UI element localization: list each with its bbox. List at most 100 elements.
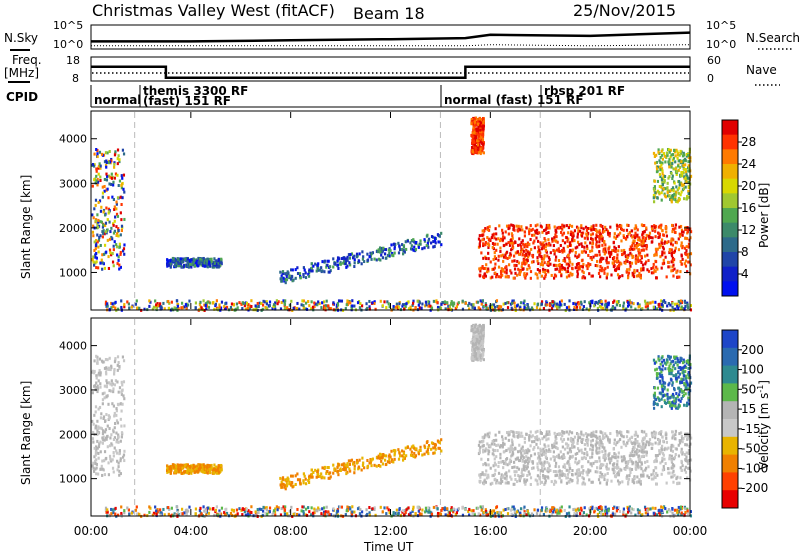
power-cell bbox=[95, 148, 97, 151]
power-cell bbox=[326, 300, 328, 303]
velocity-cell bbox=[531, 467, 533, 470]
power-cell bbox=[591, 225, 593, 228]
power-cell bbox=[393, 243, 395, 246]
velocity-cell bbox=[183, 470, 185, 473]
velocity-cell bbox=[385, 454, 387, 457]
power-cell bbox=[388, 302, 390, 305]
velocity-cell bbox=[108, 473, 110, 476]
power-cell bbox=[604, 267, 606, 270]
velocity-cell bbox=[571, 445, 573, 448]
power-cell bbox=[113, 248, 115, 251]
power-cell bbox=[544, 271, 546, 274]
power-cell bbox=[349, 257, 351, 260]
power-cell bbox=[530, 229, 532, 232]
velocity-cell bbox=[329, 477, 331, 480]
power-cell bbox=[114, 220, 116, 223]
power-cell bbox=[584, 300, 586, 303]
velocity-cell bbox=[187, 464, 189, 467]
velocity-cell bbox=[102, 430, 104, 433]
power-cell bbox=[555, 256, 557, 259]
power-cell bbox=[497, 275, 499, 278]
power-cell bbox=[94, 240, 96, 243]
power-cell bbox=[349, 302, 351, 305]
power-cell bbox=[522, 243, 524, 246]
power-cell bbox=[495, 238, 497, 241]
power-cell bbox=[95, 199, 97, 202]
velocity-cell bbox=[601, 473, 603, 476]
power-cell bbox=[296, 302, 298, 305]
power-cell bbox=[548, 226, 550, 229]
power-cell bbox=[552, 304, 554, 307]
power-cell bbox=[98, 173, 100, 176]
power-cell bbox=[370, 258, 372, 261]
velocity-cell bbox=[498, 472, 500, 475]
velocity-cell bbox=[114, 447, 116, 450]
velocity-cell bbox=[299, 482, 301, 485]
velocity-cell bbox=[508, 431, 510, 434]
power-cell bbox=[562, 239, 564, 242]
power-cell bbox=[167, 300, 169, 303]
power-cell bbox=[588, 272, 590, 275]
power-cell bbox=[357, 301, 359, 304]
power-cell bbox=[96, 183, 98, 186]
power-cell bbox=[104, 244, 106, 247]
velocity-cell bbox=[114, 357, 116, 360]
power-cell bbox=[661, 229, 663, 232]
power-cell bbox=[488, 244, 490, 247]
power-cell bbox=[679, 150, 681, 153]
velocity-cell bbox=[609, 432, 611, 435]
power-cell bbox=[92, 258, 94, 261]
velocity-cell bbox=[186, 471, 188, 474]
power-cell bbox=[92, 185, 94, 188]
velocity-cell bbox=[481, 340, 483, 343]
power-cell bbox=[687, 261, 689, 264]
velocity-cell bbox=[598, 441, 600, 444]
power-cell bbox=[102, 232, 104, 235]
power-cell bbox=[666, 186, 668, 189]
velocity-cell bbox=[113, 438, 115, 441]
velocity-cell bbox=[93, 359, 95, 362]
velocity-cell bbox=[113, 372, 115, 375]
velocity-cell bbox=[105, 358, 107, 361]
power-cell bbox=[113, 198, 115, 201]
velocity-cell bbox=[552, 455, 554, 458]
velocity-cell bbox=[544, 467, 546, 470]
velocity-cell bbox=[585, 471, 587, 474]
power-cell bbox=[605, 228, 607, 231]
velocity-cell bbox=[591, 449, 593, 452]
power-cell bbox=[216, 266, 218, 269]
power-cell bbox=[517, 244, 519, 247]
power-cell bbox=[92, 231, 94, 234]
power-cell bbox=[517, 250, 519, 253]
velocity-cell bbox=[102, 438, 104, 441]
power-cell bbox=[661, 238, 663, 241]
freq-right-tick-top: 60 bbox=[707, 54, 721, 67]
velocity-cell bbox=[402, 459, 404, 462]
power-cell bbox=[636, 269, 638, 272]
power-cell bbox=[299, 272, 301, 275]
power-cell bbox=[661, 199, 663, 202]
power-cell bbox=[332, 301, 334, 304]
power-cell bbox=[667, 182, 669, 185]
power-cell bbox=[685, 260, 687, 263]
power-cell bbox=[553, 244, 555, 247]
power-cell bbox=[121, 177, 123, 180]
power-cell bbox=[115, 234, 117, 237]
power-cell bbox=[674, 160, 676, 163]
power-cell bbox=[515, 225, 517, 228]
power-cell bbox=[487, 267, 489, 270]
power-cell bbox=[601, 257, 603, 260]
velocity-cell bbox=[317, 473, 319, 476]
power-cell bbox=[679, 235, 681, 238]
power-cell bbox=[317, 300, 319, 303]
velocity-cell bbox=[288, 481, 290, 484]
power-cell bbox=[351, 304, 353, 307]
velocity-cell bbox=[591, 452, 593, 455]
velocity-cell bbox=[332, 464, 334, 467]
power-cell bbox=[154, 299, 156, 302]
velocity-cell bbox=[663, 458, 665, 461]
velocity-cell bbox=[618, 473, 620, 476]
power-cell bbox=[433, 300, 435, 303]
power-cell bbox=[494, 272, 496, 275]
power-cell bbox=[638, 305, 640, 308]
